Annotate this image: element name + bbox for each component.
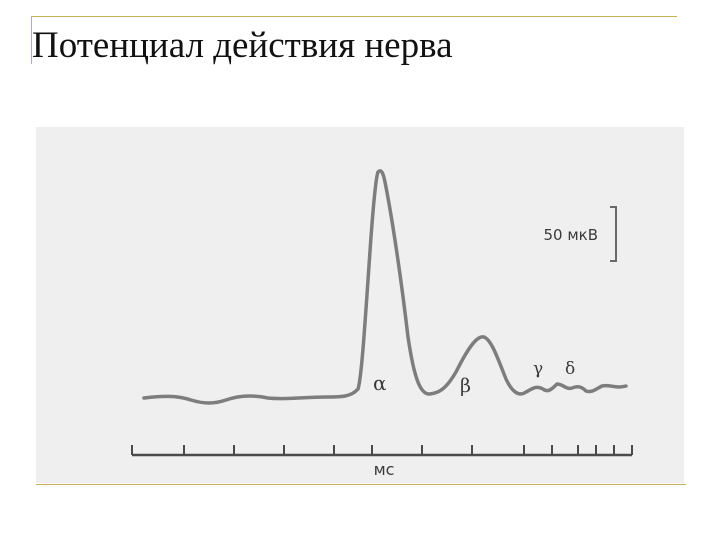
action-potential-figure: 50 мкВ α β γ δ мс — [36, 127, 684, 483]
title-top-rule — [31, 16, 677, 17]
action-potential-trace — [142, 169, 628, 405]
time-axis-label: мс — [374, 460, 395, 479]
peak-label-alpha: α — [373, 371, 387, 395]
bottom-rule — [36, 484, 686, 485]
title-left-rule — [31, 16, 32, 64]
peak-label-gamma: γ — [533, 359, 543, 379]
time-axis-ticks — [131, 445, 633, 455]
compound-action-potential-diagram: 50 мкВ α β γ δ мс — [131, 169, 633, 479]
peak-label-delta: δ — [565, 359, 575, 379]
peak-label-beta: β — [460, 375, 471, 397]
slide-title: Потенциал действия нерва — [32, 25, 453, 66]
scale-bar — [610, 206, 617, 262]
scale-bar-label: 50 мкВ — [543, 226, 598, 244]
